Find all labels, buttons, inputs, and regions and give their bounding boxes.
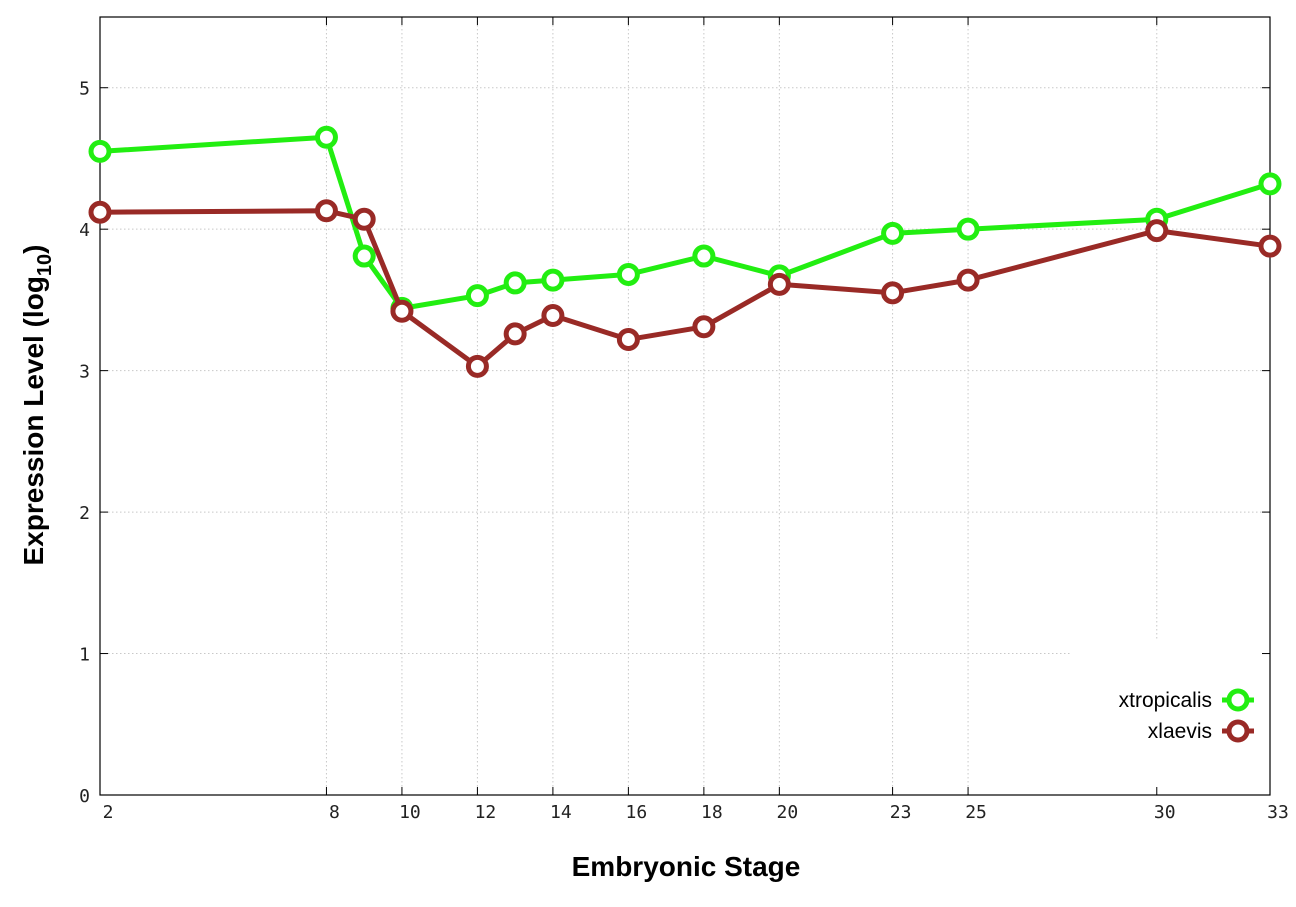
point-xtropicalis-16 — [616, 262, 640, 286]
y-tick-label-4: 4 — [79, 220, 90, 241]
legend-marker-xtropicalis — [1226, 688, 1250, 712]
point-xtropicalis-33 — [1258, 172, 1282, 196]
point-xtropicalis-25 — [956, 217, 980, 241]
x-tick-label-14: 14 — [550, 802, 572, 823]
point-xlaevis-23 — [881, 281, 905, 305]
point-xtropicalis-13 — [503, 271, 527, 295]
point-xtropicalis-23 — [881, 221, 905, 245]
x-tick-label-10: 10 — [399, 802, 421, 823]
x-tick-label-12: 12 — [475, 802, 497, 823]
point-xlaevis-8 — [314, 199, 338, 223]
legend-label-xlaevis: xlaevis — [1148, 720, 1212, 743]
point-xlaevis-10 — [390, 299, 414, 323]
x-tick-label-20: 20 — [777, 802, 799, 823]
legend-marker-xlaevis — [1226, 719, 1250, 743]
axis-ticks — [99, 17, 1271, 796]
x-tick-label-25: 25 — [965, 802, 987, 823]
point-xlaevis-25 — [956, 268, 980, 292]
point-xlaevis-33 — [1258, 234, 1282, 258]
point-xtropicalis-8 — [314, 125, 338, 149]
x-tick-label-16: 16 — [626, 802, 648, 823]
point-xlaevis-20 — [767, 272, 791, 296]
point-xlaevis-18 — [692, 315, 716, 339]
y-axis-title-close: ) — [18, 245, 49, 254]
grid-lines — [100, 17, 1270, 795]
point-xlaevis-13 — [503, 322, 527, 346]
x-tick-label-33: 33 — [1267, 802, 1289, 823]
y-tick-label-3: 3 — [79, 362, 90, 383]
x-tick-label-2: 2 — [103, 802, 114, 823]
legend: xtropicalis xlaevis — [1119, 688, 1254, 743]
y-axis-title-main: Expression Level (log — [18, 276, 49, 565]
point-xlaevis-2 — [88, 200, 112, 224]
point-xtropicalis-12 — [465, 284, 489, 308]
point-xtropicalis-9 — [352, 244, 376, 268]
series-line-xlaevis — [99, 208, 1271, 369]
point-xtropicalis-18 — [692, 244, 716, 268]
y-tick-label-1: 1 — [79, 645, 90, 666]
point-xlaevis-9 — [352, 207, 376, 231]
point-xlaevis-16 — [616, 328, 640, 352]
y-tick-label-5: 5 — [79, 79, 90, 100]
y-tick-label-2: 2 — [79, 503, 90, 524]
legend-label-xtropicalis: xtropicalis — [1119, 689, 1212, 712]
series-layer — [88, 125, 1282, 378]
legend-background — [1072, 641, 1269, 794]
point-xlaevis-14 — [541, 303, 565, 327]
x-tick-label-8: 8 — [329, 802, 340, 823]
point-xtropicalis-14 — [541, 268, 565, 292]
y-axis-title-subscript: 10 — [34, 254, 56, 276]
plot-frame — [99, 16, 1271, 796]
y-tick-label-0: 0 — [79, 786, 90, 807]
series-line-xtropicalis — [99, 134, 1271, 311]
point-xlaevis-30 — [1145, 219, 1169, 243]
point-xlaevis-12 — [465, 354, 489, 378]
x-tick-label-18: 18 — [701, 802, 723, 823]
x-tick-label-23: 23 — [890, 802, 912, 823]
y-axis-title: Expression Level (log10) — [18, 245, 56, 566]
x-tick-label-30: 30 — [1154, 802, 1176, 823]
x-axis-title: Embryonic Stage — [572, 851, 801, 882]
point-xtropicalis-2 — [88, 139, 112, 163]
